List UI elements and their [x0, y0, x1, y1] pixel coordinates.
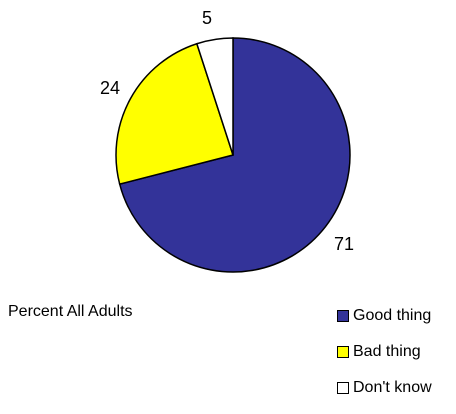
legend-swatch-good-thing [337, 310, 349, 322]
legend-label-bad-thing: Bad thing [353, 343, 421, 360]
legend-label-good-thing: Good thing [353, 307, 432, 324]
legend-label-dont-know: Don't know [353, 379, 432, 396]
chart-caption: Percent All Adults [8, 303, 133, 320]
data-label-don-t-know: 5 [202, 8, 212, 28]
pie-slice-good-thing [118, 37, 351, 273]
data-label-good-thing: 71 [334, 234, 354, 254]
pie-slice-don-t-know [195, 37, 234, 156]
legend-swatch-bad-thing [337, 346, 349, 358]
legend-swatch-dont-know [337, 382, 349, 394]
legend-item-dont-know: Don't know [337, 378, 432, 398]
data-label-bad-thing: 24 [100, 78, 120, 98]
legend: Good thing Bad thing Don't know [337, 306, 432, 414]
legend-item-bad-thing: Bad thing [337, 342, 432, 362]
pie-slice-bad-thing [115, 42, 234, 186]
pie-chart: 71 24 5 [100, 8, 354, 273]
legend-item-good-thing: Good thing [337, 306, 432, 326]
